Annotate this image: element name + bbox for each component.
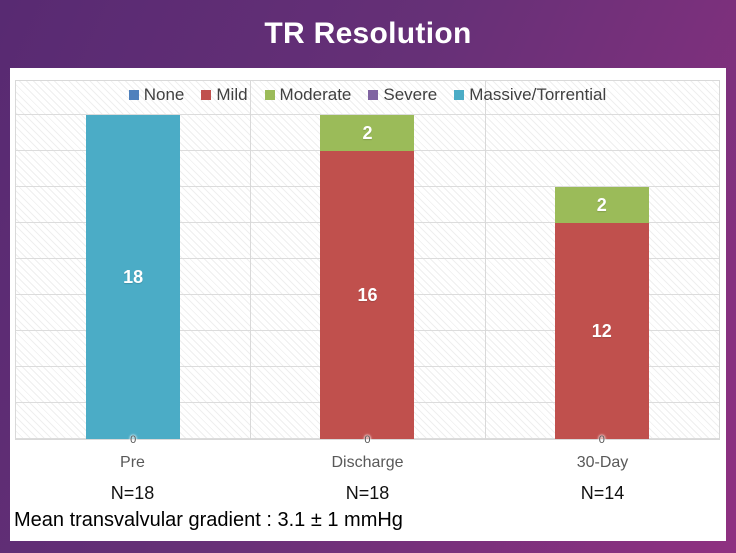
chart-legend: None Mild Moderate Severe Massive/Torrential bbox=[16, 83, 719, 107]
bar-column-pre: 18 0 bbox=[16, 81, 250, 446]
bars-container: 18 0 2 16 0 2 12 0 bbox=[16, 81, 719, 446]
bar-column-discharge: 2 16 0 bbox=[250, 81, 484, 446]
bar-column-30-day: 2 12 0 bbox=[485, 81, 719, 446]
legend-item-moderate: Moderate bbox=[264, 85, 352, 105]
bar-value-label: 18 bbox=[123, 266, 144, 287]
legend-label: Massive/Torrential bbox=[469, 85, 607, 104]
legend-swatch-massive-torrential bbox=[454, 90, 465, 100]
baseline-zero-label: 0 bbox=[598, 434, 605, 446]
legend-item-none: None bbox=[128, 85, 185, 105]
bar-value-label: 12 bbox=[591, 320, 612, 341]
category-separator-line bbox=[250, 81, 251, 439]
bar-segment-moderate: 2 bbox=[554, 187, 649, 223]
x-axis-labels: Pre N=18 Discharge N=18 30-Day N=14 bbox=[15, 448, 720, 504]
n-count-label-30-day: N=14 bbox=[580, 483, 625, 503]
legend-label: Moderate bbox=[279, 85, 352, 104]
baseline-zero-label: 0 bbox=[130, 434, 137, 446]
category-label-30-day: 30-Day bbox=[576, 454, 629, 471]
axis-column-discharge: Discharge N=18 bbox=[250, 448, 485, 504]
legend-item-severe: Severe bbox=[368, 85, 437, 105]
legend-item-massive-torrential: Massive/Torrential bbox=[454, 85, 606, 105]
page-title: TR Resolution bbox=[264, 17, 472, 50]
bar-value-label: 2 bbox=[596, 194, 607, 215]
bar-segment-mild: 16 bbox=[320, 151, 415, 439]
n-count-label-pre: N=18 bbox=[110, 483, 155, 503]
footnote-text: Mean transvalvular gradient : 3.1 ± 1 mm… bbox=[14, 509, 403, 531]
n-count-label-discharge: N=18 bbox=[345, 483, 390, 503]
category-label-discharge: Discharge bbox=[331, 454, 404, 471]
bar-value-label: 16 bbox=[357, 284, 378, 305]
legend-swatch-severe bbox=[368, 90, 379, 100]
legend-label: None bbox=[143, 85, 185, 104]
axis-column-pre: Pre N=18 bbox=[15, 448, 250, 504]
legend-swatch-moderate bbox=[264, 90, 275, 100]
plot-area: 18 0 2 16 0 2 12 0 None Mild Moderate Severe Massiv… bbox=[15, 80, 720, 446]
slide-header: TR Resolution bbox=[0, 0, 736, 68]
bar-value-label: 2 bbox=[362, 122, 373, 143]
legend-label: Severe bbox=[383, 85, 438, 104]
category-label-pre: Pre bbox=[120, 454, 145, 471]
baseline-zero-label: 0 bbox=[364, 434, 371, 446]
category-separator-line bbox=[485, 81, 486, 439]
bar-segment-massive-torrential: 18 bbox=[86, 115, 181, 439]
legend-swatch-none bbox=[128, 90, 139, 100]
legend-item-mild: Mild bbox=[201, 85, 248, 105]
chart-panel: 18 0 2 16 0 2 12 0 None Mild Moderate Severe Massiv… bbox=[10, 68, 726, 541]
legend-swatch-mild bbox=[201, 90, 212, 100]
axis-column-30-day: 30-Day N=14 bbox=[485, 448, 720, 504]
legend-label: Mild bbox=[216, 85, 248, 104]
bar-segment-mild: 12 bbox=[554, 223, 649, 439]
bar-segment-moderate: 2 bbox=[320, 115, 415, 151]
